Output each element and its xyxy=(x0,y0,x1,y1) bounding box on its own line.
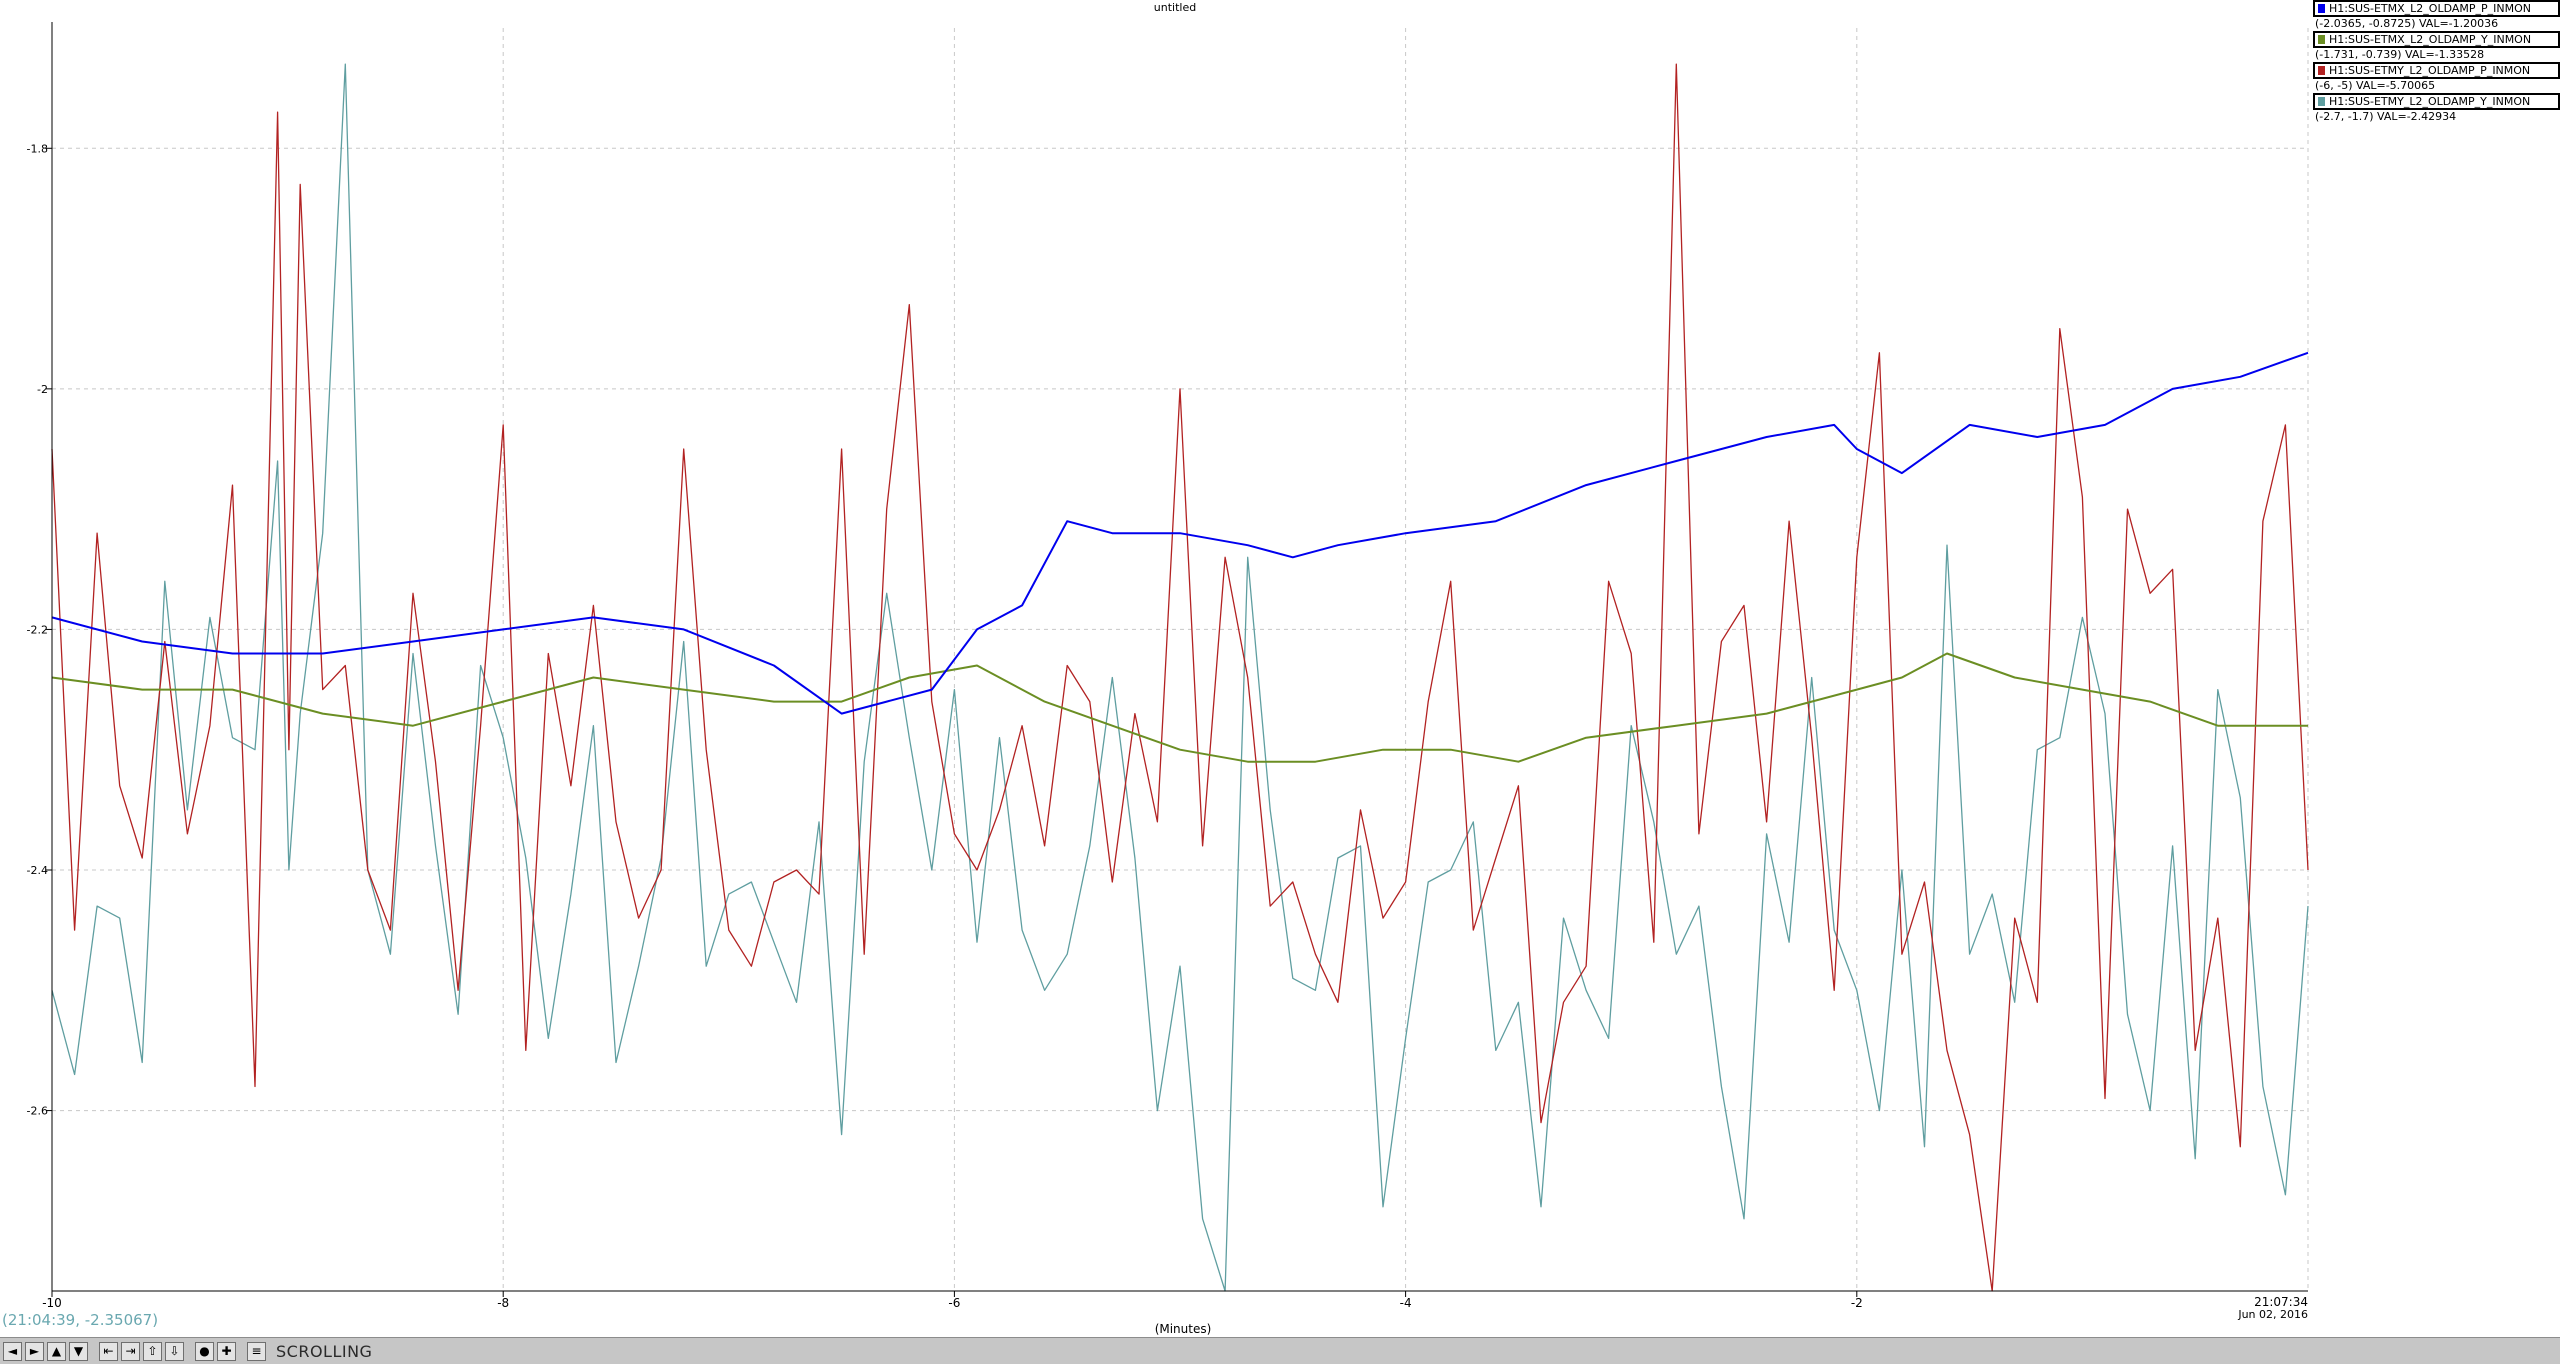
legend-swatch xyxy=(2318,66,2325,75)
x-axis-label: (Minutes) xyxy=(1155,1322,1212,1336)
end-time-label: 21:07:34 xyxy=(2254,1295,2308,1309)
legend-item[interactable]: H1:SUS-ETMX_L2_OLDAMP_Y_INMON (-1.731, -… xyxy=(2313,31,2560,62)
legend-item[interactable]: H1:SUS-ETMY_L2_OLDAMP_P_INMON (-6, -5) V… xyxy=(2313,62,2560,93)
x-tick-label: -8 xyxy=(497,1296,509,1310)
y-tick-label: -1.8 xyxy=(27,142,48,155)
legend-channel-box[interactable]: H1:SUS-ETMX_L2_OLDAMP_P_INMON xyxy=(2313,0,2560,17)
series-layer xyxy=(51,63,2309,1292)
add-channel-button[interactable]: ✚ xyxy=(217,1341,236,1361)
legend-channel-box[interactable]: H1:SUS-ETMX_L2_OLDAMP_Y_INMON xyxy=(2313,31,2560,48)
x-tick-label: -10 xyxy=(42,1296,62,1310)
legend-channel-box[interactable]: H1:SUS-ETMY_L2_OLDAMP_P_INMON xyxy=(2313,62,2560,79)
series-line-1 xyxy=(51,351,2309,715)
y-tick-label: -2.6 xyxy=(27,1105,48,1118)
scroll-left-button[interactable]: ◄ xyxy=(3,1341,22,1361)
scroll-up-button[interactable]: ▲ xyxy=(47,1341,66,1361)
grid-lines xyxy=(52,28,2309,1291)
x-tick-label: -6 xyxy=(948,1296,960,1310)
scroll-down-button[interactable]: ▼ xyxy=(69,1341,88,1361)
legend-swatch xyxy=(2318,4,2325,13)
x-tick-label: -4 xyxy=(1400,1296,1412,1310)
legend: H1:SUS-ETMX_L2_OLDAMP_P_INMON (-2.0365, … xyxy=(2313,0,2560,124)
scroll-right-button[interactable]: ► xyxy=(25,1341,44,1361)
legend-range: (-1.731, -0.739) VAL=-1.33528 xyxy=(2315,48,2485,61)
legend-channel-name: H1:SUS-ETMY_L2_OLDAMP_Y_INMON xyxy=(2329,95,2531,108)
zoom-out-x-button[interactable]: ⇥ xyxy=(121,1341,140,1361)
axes: -10 -8 -6 -4 -2 -1.8 -2 -2.2 -2.4 -2.6 xyxy=(27,22,2308,1310)
series-line-3 xyxy=(51,63,2309,1292)
zoom-in-x-button[interactable]: ⇤ xyxy=(99,1341,118,1361)
legend-channel-name: H1:SUS-ETMY_L2_OLDAMP_P_INMON xyxy=(2329,64,2531,77)
toolbar: ◄ ► ▲ ▼ ⇤ ⇥ ⇧ ⇩ ● ✚ ≡ SCROLLING xyxy=(0,1337,2560,1364)
legend-range: (-6, -5) VAL=-5.70065 xyxy=(2315,79,2436,92)
scroll-status: SCROLLING xyxy=(276,1341,373,1361)
zoom-in-y-button[interactable]: ⇧ xyxy=(143,1341,162,1361)
menu-button[interactable]: ≡ xyxy=(247,1341,266,1361)
legend-range: (-2.0365, -0.8725) VAL=-1.20036 xyxy=(2315,17,2499,30)
y-tick-label: -2.2 xyxy=(27,623,48,636)
legend-channel-box[interactable]: H1:SUS-ETMY_L2_OLDAMP_Y_INMON xyxy=(2313,93,2560,110)
end-date-label: Jun 02, 2016 xyxy=(2237,1308,2308,1321)
legend-channel-name: H1:SUS-ETMX_L2_OLDAMP_Y_INMON xyxy=(2329,33,2532,46)
zoom-out-y-button[interactable]: ⇩ xyxy=(165,1341,184,1361)
legend-swatch xyxy=(2318,97,2325,106)
legend-channel-name: H1:SUS-ETMX_L2_OLDAMP_P_INMON xyxy=(2329,2,2531,15)
record-button[interactable]: ● xyxy=(195,1341,214,1361)
y-tick-label: -2.4 xyxy=(27,864,48,877)
y-tick-label: -2 xyxy=(37,383,48,396)
cursor-readout: (21:04:39, -2.35067) xyxy=(2,1311,159,1329)
series-line-2 xyxy=(51,652,2308,763)
legend-item[interactable]: H1:SUS-ETMY_L2_OLDAMP_Y_INMON (-2.7, -1.… xyxy=(2313,93,2560,124)
legend-item[interactable]: H1:SUS-ETMX_L2_OLDAMP_P_INMON (-2.0365, … xyxy=(2313,0,2560,31)
series-line-4 xyxy=(51,63,2309,1292)
legend-swatch xyxy=(2318,35,2325,44)
chart-title: untitled xyxy=(1154,1,1196,14)
legend-range: (-2.7, -1.7) VAL=-2.42934 xyxy=(2315,110,2457,123)
x-tick-label: -2 xyxy=(1851,1296,1863,1310)
